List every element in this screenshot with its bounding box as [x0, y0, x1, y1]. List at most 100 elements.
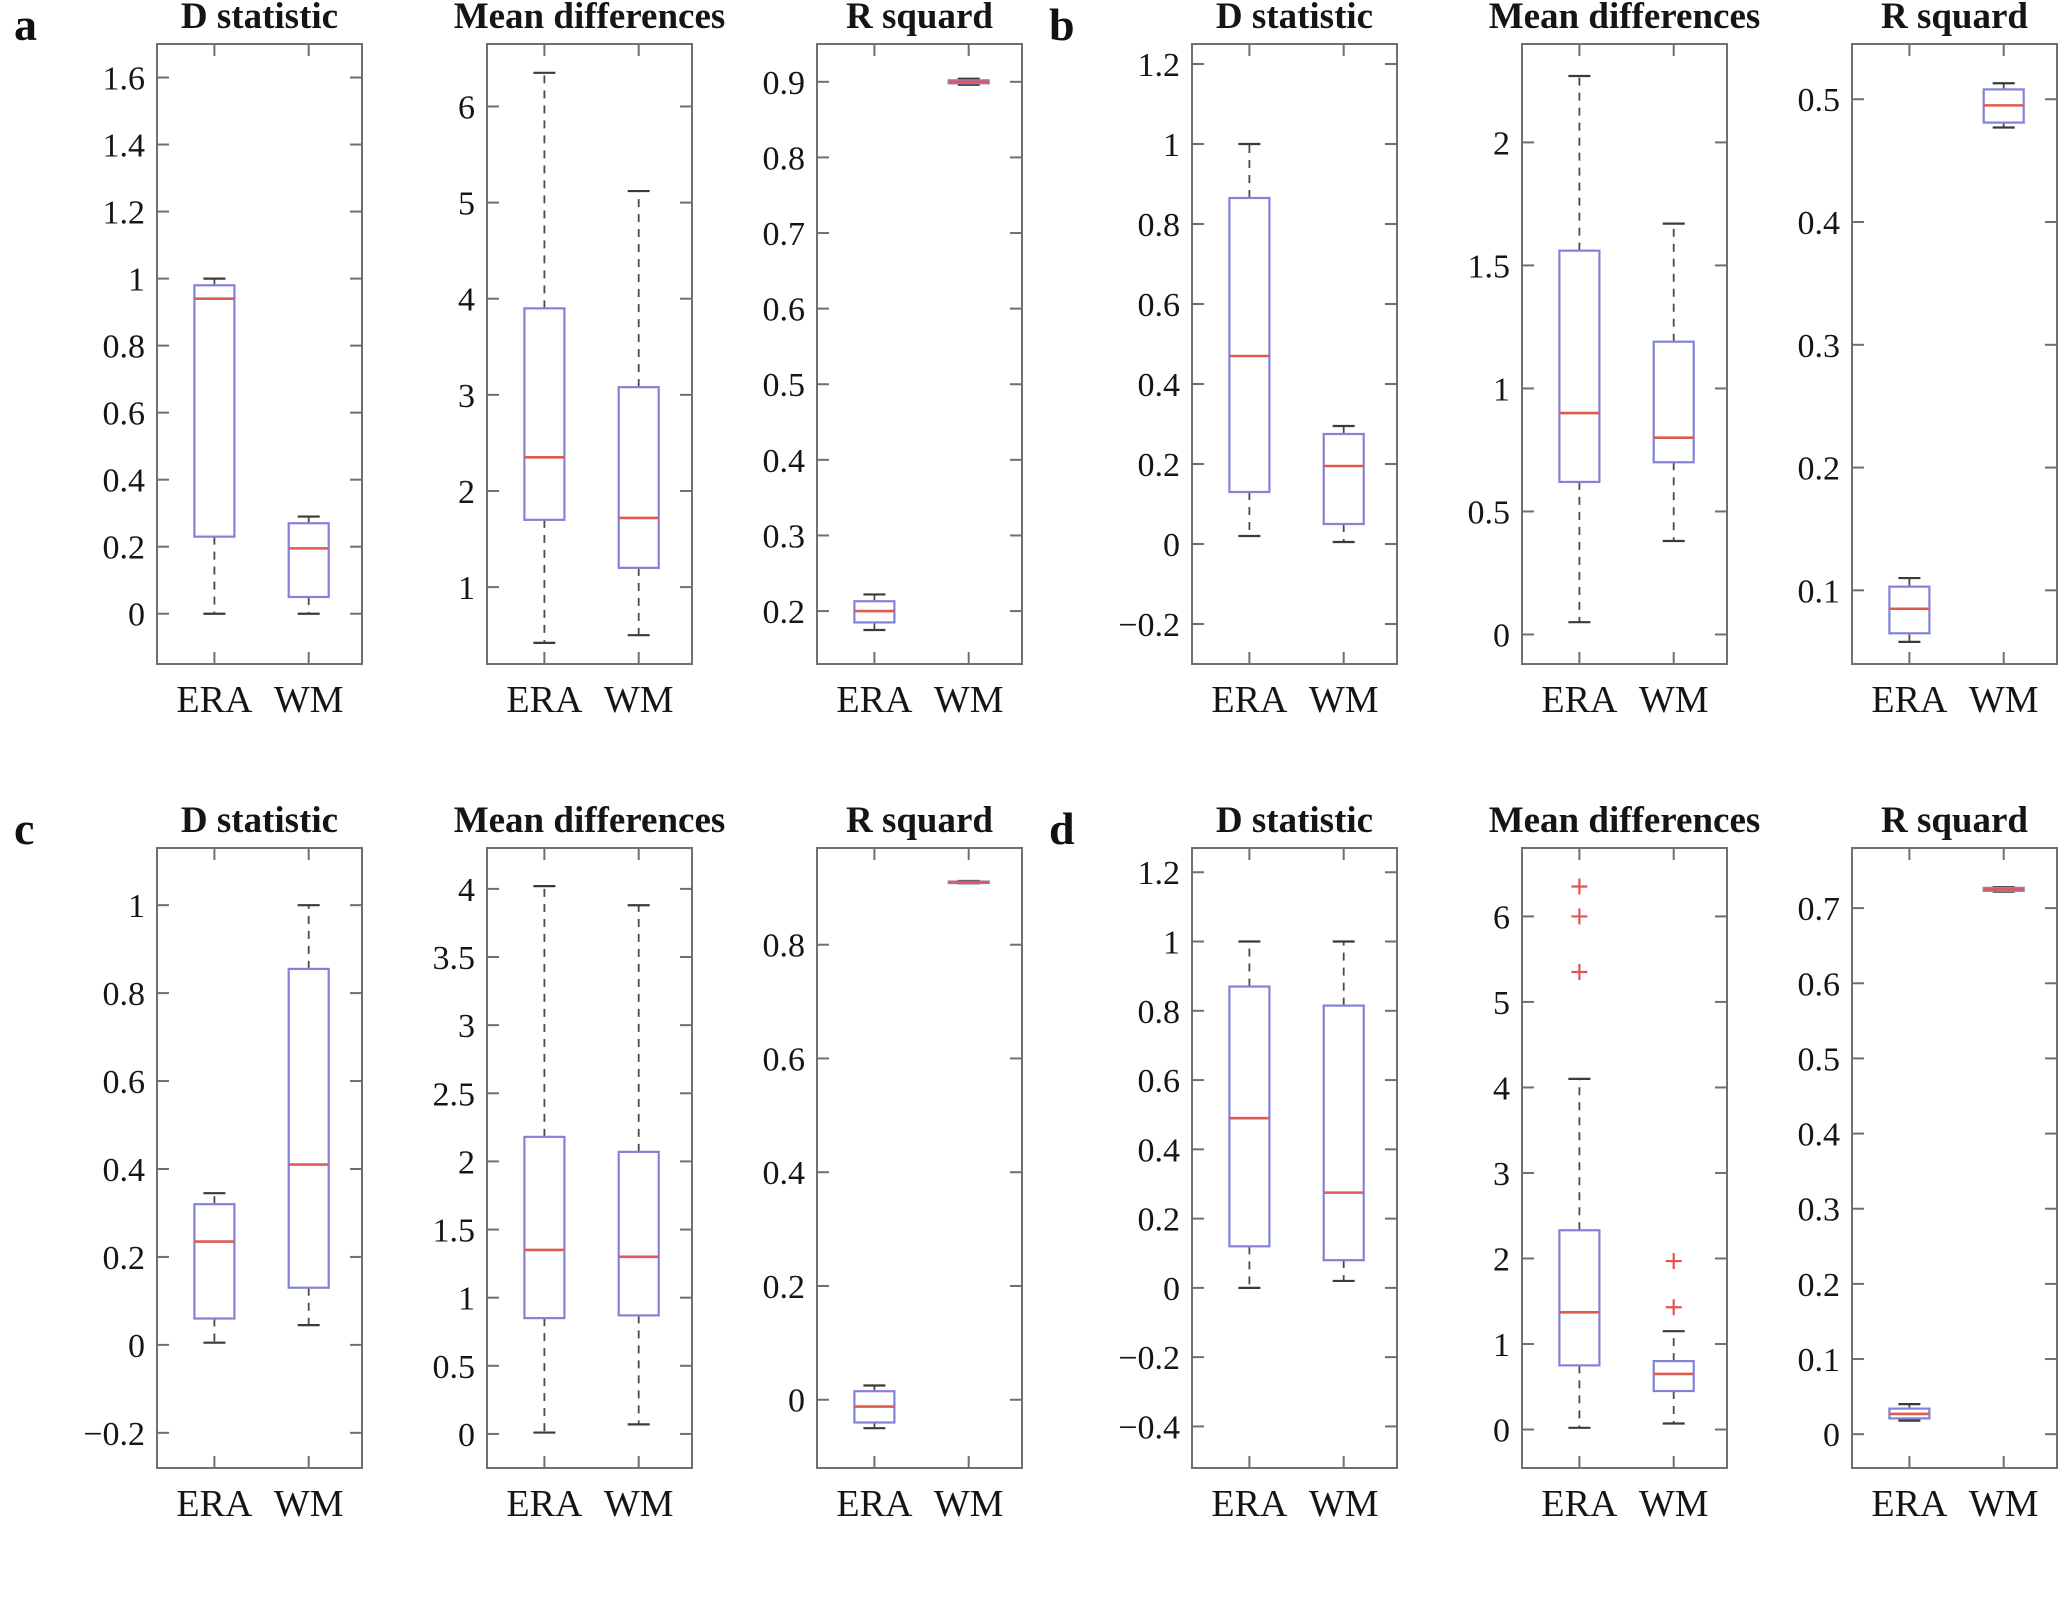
x-category-label: WM: [1969, 1483, 2039, 1525]
axis-box: [1851, 847, 2058, 1469]
y-tick-label: −0.2: [1118, 607, 1180, 644]
subplot-title: Mean differences: [454, 800, 726, 841]
y-tick-label: 3: [1493, 1156, 1510, 1193]
y-tick-label: 0.1: [1798, 1342, 1841, 1379]
box-wm: [1322, 424, 1365, 544]
y-tick-label: 1: [1163, 925, 1180, 962]
y-tick-label: 0.4: [1798, 1117, 1841, 1154]
y-tick-label: 2: [1493, 125, 1510, 162]
y-tick-label: −0.4: [1118, 1409, 1180, 1446]
y-tick-label: 0.2: [763, 1269, 806, 1306]
x-category-label: WM: [1969, 679, 2039, 721]
y-tick-label: 2.5: [433, 1076, 476, 1113]
y-tick-label: 6: [1493, 899, 1510, 936]
box-era: [853, 1384, 896, 1430]
y-tick-label: 1: [1493, 1327, 1510, 1364]
y-tick-label: 0.6: [103, 396, 146, 433]
x-category-label: WM: [274, 1483, 344, 1525]
y-tick-label: 0.6: [763, 1041, 806, 1078]
box-era: [523, 885, 566, 1434]
x-category-label: WM: [274, 679, 344, 721]
subplot-title: D statistic: [1216, 0, 1373, 37]
box-era: [193, 1192, 236, 1344]
subplot-title: R squard: [1881, 800, 2028, 841]
x-category-label: ERA: [506, 679, 583, 721]
y-tick-label: 0.6: [1138, 287, 1181, 324]
y-tick-label: −0.2: [83, 1416, 145, 1453]
x-category-label: WM: [604, 1483, 674, 1525]
panel-a-charts: D statistic 0 0.2 0.4 0.6 0.8 1 1.2 1.4 1.6 ERA WM M…: [45, 0, 1035, 792]
box-era: [1558, 74, 1601, 624]
y-tick-label: 6: [458, 89, 475, 126]
y-tick-label: 0.5: [1798, 1041, 1841, 1078]
y-tick-label: 2: [1493, 1241, 1510, 1278]
box-era: [523, 71, 566, 644]
y-tick-label: 0.1: [1798, 573, 1841, 610]
x-category-label: ERA: [1211, 679, 1288, 721]
boxplot-d-r-squard: R squard 0 0.1 0.2 0.3 0.4 0.5 0.6 0.7 ERA WM: [1798, 800, 2058, 1525]
y-tick-label: 3.5: [433, 940, 476, 977]
axis-box: [1191, 847, 1398, 1469]
subplot-title: D statistic: [181, 800, 338, 841]
y-tick-label: 5: [458, 186, 475, 223]
y-tick-label: 0.4: [103, 1152, 146, 1189]
y-tick-label: 0.2: [1138, 447, 1181, 484]
y-tick-label: 0.8: [1138, 207, 1181, 244]
boxplot-b-mean-differences: Mean differences 0 0.5 1 1.5 2 ERA WM: [1468, 0, 1761, 721]
axis-box: [816, 43, 1023, 665]
boxplot-a-d-statistic: D statistic 0 0.2 0.4 0.6 0.8 1 1.2 1.4 1.6 ERA WM: [103, 0, 363, 721]
panel-c-letter: c: [14, 803, 35, 854]
box-wm: [287, 515, 330, 615]
boxplot-c-mean-differences: Mean differences 0 0.5 1 1.5 2 2.5 3 3.5 4 ERA WM: [433, 800, 726, 1525]
y-tick-label: 3: [458, 1008, 475, 1045]
axis-box: [486, 43, 693, 665]
y-tick-label: 1.4: [103, 128, 146, 165]
x-category-label: WM: [1309, 679, 1379, 721]
x-category-label: ERA: [176, 679, 253, 721]
subplot-title: Mean differences: [1489, 0, 1761, 37]
x-category-label: ERA: [1871, 679, 1948, 721]
y-tick-label: 1.2: [103, 195, 146, 232]
subplot-title: D statistic: [1216, 800, 1373, 841]
y-tick-label: 0: [1163, 527, 1180, 564]
y-tick-label: 0.4: [763, 1155, 806, 1192]
boxplot-d-mean-differences: Mean differences 0 1 2 3 4 5 6 ERA WM: [1489, 800, 1761, 1525]
y-tick-label: 1.2: [1138, 47, 1181, 84]
y-tick-label: 0.6: [763, 292, 806, 329]
y-tick-label: 0.8: [763, 928, 806, 965]
y-tick-label: 0.4: [103, 463, 146, 500]
y-tick-label: 2: [458, 474, 475, 511]
y-tick-label: 1: [128, 888, 145, 925]
subplot-title: R squard: [846, 0, 993, 37]
subplot-title: D statistic: [181, 0, 338, 37]
y-tick-label: 3: [458, 378, 475, 415]
y-tick-label: 0: [1493, 1413, 1510, 1450]
panel-c-charts: D statistic −0.2 0 0.2 0.4 0.6 0.8 1 ERA WM Mean d…: [45, 800, 1035, 1596]
box-wm: [1982, 82, 2025, 129]
y-tick-label: 0.3: [763, 518, 806, 555]
y-tick-label: 1: [1163, 127, 1180, 164]
y-tick-label: 0: [1493, 617, 1510, 654]
panel-b: b D statistic −0.2 0 0.2 0.4 0.6 0.8 1 1.2 ERA WM M…: [1035, 0, 2070, 804]
box-wm: [1982, 885, 2025, 893]
axis-box: [1521, 847, 1728, 1469]
box-era: [1228, 940, 1271, 1289]
y-tick-label: 0.3: [1798, 328, 1841, 365]
y-tick-label: 0.5: [1798, 82, 1841, 119]
y-tick-label: 1: [128, 262, 145, 299]
y-tick-label: 0: [788, 1383, 805, 1420]
x-category-label: WM: [1639, 1483, 1709, 1525]
y-tick-label: 0.8: [103, 976, 146, 1013]
x-category-label: WM: [1309, 1483, 1379, 1525]
x-category-label: ERA: [176, 1483, 253, 1525]
y-tick-label: 0.5: [1468, 494, 1511, 531]
box-wm: [1652, 222, 1695, 543]
y-tick-label: 0.4: [1798, 205, 1841, 242]
x-category-label: ERA: [1871, 1483, 1948, 1525]
boxplot-c-r-squard: R squard 0 0.2 0.4 0.6 0.8 ERA WM: [763, 800, 1023, 1525]
axis-box: [1851, 43, 2058, 665]
y-tick-label: 0.5: [433, 1349, 476, 1386]
y-tick-label: 0: [128, 1328, 145, 1365]
y-tick-label: 1: [458, 1281, 475, 1318]
